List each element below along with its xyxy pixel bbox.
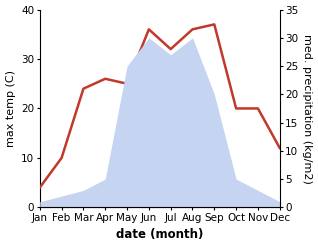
Y-axis label: max temp (C): max temp (C) (5, 70, 16, 147)
Y-axis label: med. precipitation (kg/m2): med. precipitation (kg/m2) (302, 34, 313, 183)
X-axis label: date (month): date (month) (116, 228, 204, 242)
